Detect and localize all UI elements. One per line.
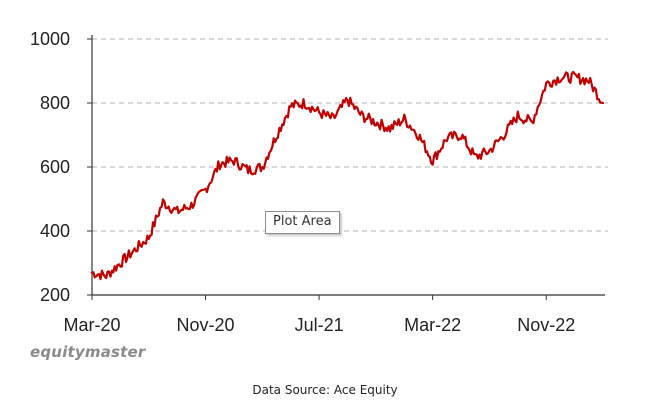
x-tick-label: Nov-22 xyxy=(517,315,575,335)
data-point xyxy=(247,169,249,171)
data-point xyxy=(588,79,590,81)
data-point xyxy=(474,156,476,158)
data-point xyxy=(517,115,519,117)
data-point xyxy=(105,275,107,277)
data-point xyxy=(162,201,164,203)
series-group xyxy=(90,70,605,281)
data-point xyxy=(190,204,192,206)
data-point xyxy=(417,134,419,136)
data-point xyxy=(176,211,178,213)
y-tick-label: 600 xyxy=(40,157,70,177)
data-point xyxy=(290,105,292,107)
watermark-logo: equitymaster xyxy=(30,343,146,361)
data-point xyxy=(219,163,221,165)
data-point xyxy=(531,121,533,123)
data-point xyxy=(403,118,405,120)
data-point xyxy=(133,249,135,251)
series-line xyxy=(90,70,605,281)
data-point xyxy=(375,121,377,123)
axes xyxy=(91,35,605,296)
data-point xyxy=(389,127,391,129)
x-tick-label: Nov-20 xyxy=(177,315,235,335)
x-tick-label: Mar-22 xyxy=(404,315,461,335)
data-point xyxy=(545,83,547,85)
y-tick-label: 200 xyxy=(40,285,70,305)
data-point xyxy=(233,159,235,161)
data-point xyxy=(559,76,561,78)
x-axis-ticks: Mar-20 Nov-20 Jul-21 Mar-22 Nov-22 xyxy=(63,295,575,335)
x-tick-label: Jul-21 xyxy=(295,315,344,335)
y-tick-label: 1000 xyxy=(30,29,70,49)
data-point xyxy=(275,134,277,136)
data-point xyxy=(360,115,362,117)
y-tick-label: 800 xyxy=(40,93,70,113)
data-point xyxy=(332,118,334,120)
data-point xyxy=(346,99,348,101)
data-point xyxy=(446,137,448,139)
data-point xyxy=(502,134,504,136)
data-point xyxy=(460,134,462,136)
data-point xyxy=(91,271,93,273)
data-source-caption: Data Source: Ace Equity xyxy=(252,383,398,397)
plot-area-tooltip: Plot Area xyxy=(265,211,340,234)
data-point xyxy=(304,102,306,104)
data-point xyxy=(602,102,604,104)
y-tick-label: 400 xyxy=(40,221,70,241)
x-tick-label: Mar-20 xyxy=(63,315,120,335)
data-point xyxy=(261,166,263,168)
data-point xyxy=(431,159,433,161)
data-point xyxy=(488,150,490,152)
data-point xyxy=(318,111,320,113)
y-axis-ticks: 200 400 600 800 1000 xyxy=(30,29,92,305)
data-point xyxy=(148,236,150,238)
gridlines xyxy=(92,38,608,232)
data-point xyxy=(119,262,121,264)
data-point xyxy=(204,188,206,190)
data-point xyxy=(573,76,575,78)
